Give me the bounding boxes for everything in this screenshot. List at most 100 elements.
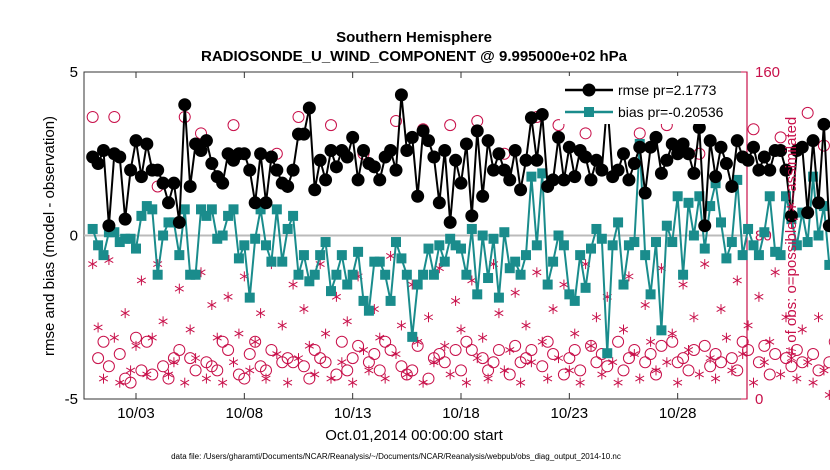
rmse-point [579, 150, 593, 164]
possible-obs-point [108, 110, 121, 123]
bias-point [412, 279, 423, 290]
possible-obs-point [807, 348, 820, 361]
asterisk-stroke [683, 347, 694, 353]
rmse-point [427, 150, 441, 164]
possible-obs-point [292, 110, 305, 123]
rmse-point [400, 143, 414, 157]
asterisk-stroke [358, 347, 369, 353]
bias-point [320, 237, 331, 248]
bias-point [347, 269, 358, 280]
rmse-point [812, 196, 825, 210]
rmse-point [741, 153, 755, 167]
rmse-point [692, 121, 706, 135]
x-tick-label: 10/28 [659, 405, 697, 422]
bias-point [326, 286, 336, 297]
assimilated-obs-point [483, 373, 493, 384]
rmse-point [568, 170, 582, 184]
rmse-point [459, 137, 473, 151]
asterisk-stroke [304, 342, 314, 349]
possible-obs-point [617, 364, 630, 377]
possible-obs-point [325, 119, 337, 132]
x-tick-label: 10/18 [442, 405, 480, 422]
asterisk-stroke [136, 277, 146, 284]
rmse-point [297, 127, 311, 141]
asterisk-stroke [342, 318, 352, 325]
assimilated-obs-point [218, 377, 228, 388]
assimilated-obs-point [575, 377, 585, 388]
assimilated-obs-point [505, 344, 515, 355]
bias-point [445, 233, 456, 244]
possible-obs-point [86, 110, 99, 123]
bias-point [282, 223, 293, 234]
rmse-point [719, 157, 733, 171]
possible-obs-point [438, 356, 451, 369]
asterisk-stroke [694, 371, 704, 378]
asterisk-stroke [277, 322, 287, 329]
assimilated-obs-point [591, 312, 601, 323]
possible-obs-point [211, 364, 224, 377]
asterisk-stroke [169, 359, 179, 366]
bias-point [190, 269, 201, 280]
bias-point [678, 269, 689, 280]
asterisk-stroke [391, 351, 401, 357]
possible-obs-point [725, 352, 738, 365]
asterisk-stroke [499, 367, 509, 374]
bias-point [688, 230, 699, 241]
rmse-point [806, 134, 820, 148]
asterisk-stroke [732, 277, 742, 284]
assimilated-obs-point [163, 369, 174, 380]
possible-obs-point [189, 364, 202, 377]
possible-obs-point [801, 106, 814, 119]
rmse-point [622, 173, 636, 187]
assimilated-obs-point [510, 287, 520, 298]
asterisk-stroke [472, 355, 482, 362]
possible-obs-point [487, 356, 500, 369]
possible-obs-point [536, 360, 549, 373]
rmse-point [411, 189, 425, 203]
rmse-point [205, 157, 219, 171]
bias-point [255, 204, 266, 215]
rmse-point [687, 166, 701, 180]
asterisk-stroke [743, 322, 753, 329]
rmse-point [654, 166, 668, 180]
bias-point [764, 191, 775, 202]
assimilated-obs-point [201, 373, 211, 384]
bias-point [125, 233, 136, 244]
bias-point [423, 243, 434, 254]
bias-point [580, 282, 591, 293]
possible-obs-point [492, 343, 505, 356]
bias-point [770, 246, 781, 257]
possible-obs-point [812, 364, 825, 377]
rmse-point [183, 179, 197, 193]
possible-obs-point [644, 348, 657, 361]
asterisk-stroke [651, 367, 661, 374]
rmse-point [487, 163, 500, 177]
assimilated-obs-point [521, 320, 531, 331]
bias-point [683, 197, 694, 208]
assimilated-obs-point [608, 357, 618, 368]
asterisk-stroke [299, 306, 309, 313]
rmse-point [97, 143, 110, 157]
assimilated-obs-point [136, 275, 146, 286]
y-tick-label: 5 [70, 64, 78, 81]
assimilated-obs-point [456, 324, 466, 335]
assimilated-obs-point [516, 377, 526, 388]
assimilated-obs-point [386, 250, 396, 261]
asterisk-stroke [245, 367, 255, 374]
asterisk-stroke [418, 379, 428, 386]
bias-point [515, 269, 526, 280]
possible-obs-point [97, 335, 110, 348]
possible-obs-point [633, 127, 646, 140]
assimilated-obs-point [537, 336, 547, 347]
rmse-point [264, 150, 278, 164]
bias-point [298, 250, 309, 261]
asterisk-stroke [180, 379, 190, 386]
asterisk-stroke [250, 338, 260, 345]
asterisk-stroke [711, 375, 721, 382]
possible-obs-point [747, 123, 760, 136]
asterisk-stroke [662, 359, 672, 366]
rmse-point [346, 130, 360, 144]
x-tick-label: 10/03 [117, 405, 155, 422]
asterisk-stroke [776, 371, 786, 378]
assimilated-obs-point [564, 365, 574, 376]
